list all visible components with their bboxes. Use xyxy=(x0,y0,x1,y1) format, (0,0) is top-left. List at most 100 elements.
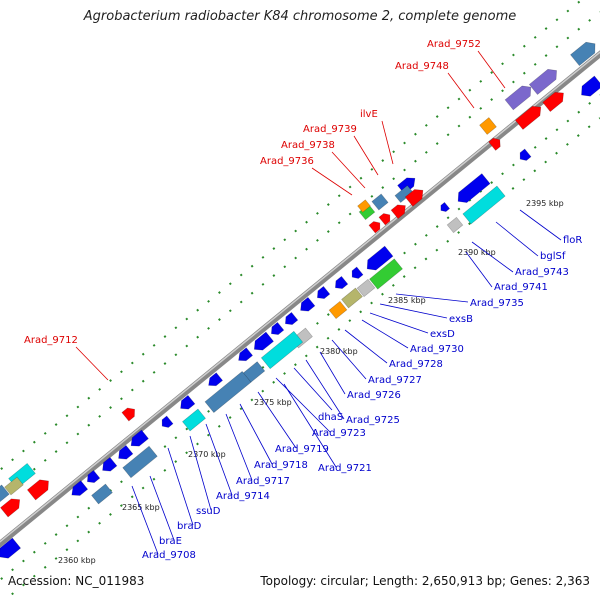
gene-feature-upper[interactable] xyxy=(514,103,544,130)
gene-feature-upper[interactable] xyxy=(121,405,138,422)
lower-gene-labels: floR bglSf Arad_9743 Arad_9741 Arad_9735… xyxy=(142,235,582,561)
gene-label-arad-9718[interactable]: Arad_9718 xyxy=(254,460,308,471)
gene-label-arad-9714[interactable]: Arad_9714 xyxy=(216,491,270,502)
gene-feature-upper[interactable] xyxy=(26,476,52,501)
gene-feature-lower[interactable] xyxy=(341,287,363,309)
gene-feature-lower[interactable] xyxy=(99,456,118,474)
gene-feature-upper[interactable] xyxy=(378,211,393,226)
gene-label-arad-9708[interactable]: Arad_9708 xyxy=(142,550,196,561)
gene-feature-lower[interactable] xyxy=(159,415,174,430)
gene-label-arad-9717[interactable]: Arad_9717 xyxy=(236,476,290,487)
gene-label-arad-9743[interactable]: Arad_9743 xyxy=(515,267,569,278)
gene-label-dhas[interactable]: dhaS xyxy=(318,412,343,423)
gene-label-ilve[interactable]: ilvE xyxy=(360,109,378,120)
gene-feature-lower[interactable] xyxy=(438,201,451,213)
leader-line xyxy=(275,377,331,433)
gene-feature-upper[interactable] xyxy=(0,484,10,504)
gene-label-arad-9725[interactable]: Arad_9725 xyxy=(346,415,400,426)
gene-label-brae[interactable]: braE xyxy=(159,536,182,547)
gene-label-bglsf[interactable]: bglSf xyxy=(540,251,566,262)
gene-feature-lower[interactable] xyxy=(454,173,491,207)
gene-label-arad-9712[interactable]: Arad_9712 xyxy=(24,335,78,346)
gene-label-arad-9741[interactable]: Arad_9741 xyxy=(494,282,548,293)
gene-feature-lower[interactable] xyxy=(356,278,376,298)
gene-feature-upper[interactable] xyxy=(570,38,600,67)
gene-feature-upper[interactable] xyxy=(357,199,371,213)
gene-feature-lower[interactable] xyxy=(68,480,89,500)
gene-feature-lower[interactable] xyxy=(369,258,403,290)
gene-label-arad-9739[interactable]: Arad_9739 xyxy=(303,124,357,135)
leader-line xyxy=(75,346,109,381)
chromosome-backbone-highlight xyxy=(0,51,600,543)
gene-label-exsd[interactable]: exsD xyxy=(430,329,455,340)
leader-line xyxy=(131,485,159,555)
leader-line xyxy=(331,339,367,380)
guide-line-outer-1 xyxy=(0,0,584,472)
leader-line xyxy=(381,120,394,165)
gene-feature-upper[interactable] xyxy=(368,219,383,234)
gene-label-arad-9730[interactable]: Arad_9730 xyxy=(410,344,464,355)
gene-label-arad-9726[interactable]: Arad_9726 xyxy=(347,390,401,401)
gene-label-arad-9735[interactable]: Arad_9735 xyxy=(470,298,524,309)
gene-feature-lower[interactable] xyxy=(204,370,252,414)
gene-label-brad[interactable]: braD xyxy=(177,521,202,532)
gene-feature-upper[interactable] xyxy=(4,476,24,496)
gene-feature-lower[interactable] xyxy=(182,408,206,432)
gene-label-arad-9748[interactable]: Arad_9748 xyxy=(395,61,449,72)
gene-feature-lower[interactable] xyxy=(577,75,600,100)
gene-label-arad-9736[interactable]: Arad_9736 xyxy=(260,156,314,167)
gene-feature-lower[interactable] xyxy=(205,372,224,390)
gene-feature-lower[interactable] xyxy=(328,300,348,320)
gene-label-arad-9728[interactable]: Arad_9728 xyxy=(389,359,443,370)
tick-label: 2360 kbp xyxy=(58,556,96,565)
gene-feature-lower[interactable] xyxy=(349,266,364,281)
leader-line xyxy=(189,435,212,511)
gene-feature-lower[interactable] xyxy=(177,394,196,412)
gene-label-arad-9723[interactable]: Arad_9723 xyxy=(312,428,366,439)
tick-labels: 2360 kbp 2365 kbp 2370 kbp 2375 kbp 2380… xyxy=(58,199,564,565)
gene-label-arad-9721[interactable]: Arad_9721 xyxy=(318,463,372,474)
gene-feature-lower[interactable] xyxy=(446,216,464,234)
gene-label-exsb[interactable]: exsB xyxy=(449,314,473,325)
accession-text: Accession: NC_011983 xyxy=(8,574,145,588)
gene-feature-upper[interactable] xyxy=(0,495,23,518)
upper-gene-labels: Arad_9752 Arad_9748 ilvE Arad_9739 Arad_… xyxy=(24,39,481,346)
gene-label-arad-9719[interactable]: Arad_9719 xyxy=(275,444,329,455)
gene-feature-lower[interactable] xyxy=(122,445,158,479)
gene-feature-lower[interactable] xyxy=(250,331,274,354)
leader-line xyxy=(379,303,448,319)
gene-feature-lower[interactable] xyxy=(84,469,101,485)
gene-feature-upper[interactable] xyxy=(528,65,560,95)
gene-feature-lower[interactable] xyxy=(128,429,149,450)
gene-feature-lower[interactable] xyxy=(91,483,113,505)
leader-line xyxy=(167,447,194,526)
leader-line xyxy=(519,209,562,241)
gene-feature-lower[interactable] xyxy=(363,245,394,274)
tick-label: 2380 kbp xyxy=(320,347,358,356)
gene-feature-lower[interactable] xyxy=(297,296,316,314)
gene-feature-upper[interactable] xyxy=(390,201,409,220)
gene-feature-lower[interactable] xyxy=(517,148,532,163)
gene-feature-lower[interactable] xyxy=(235,347,254,365)
gene-label-arad-9752[interactable]: Arad_9752 xyxy=(427,39,481,50)
gene-feature-upper[interactable] xyxy=(488,136,504,151)
gene-feature-lower[interactable] xyxy=(314,285,331,301)
gene-feature-upper[interactable] xyxy=(404,186,427,207)
gene-label-ssud[interactable]: ssuD xyxy=(196,506,221,517)
gene-feature-upper[interactable] xyxy=(479,117,497,135)
gene-feature-lower[interactable] xyxy=(0,537,22,562)
gene-feature-lower[interactable] xyxy=(115,444,134,462)
leader-line xyxy=(471,241,514,273)
gene-feature-lower[interactable] xyxy=(260,330,304,370)
gene-feature-lower[interactable] xyxy=(462,185,506,225)
gene-feature-upper[interactable] xyxy=(542,88,568,113)
gene-label-arad-9738[interactable]: Arad_9738 xyxy=(281,140,335,151)
gene-feature-lower[interactable] xyxy=(332,275,349,291)
gene-label-flor[interactable]: floR xyxy=(563,235,582,246)
gene-feature-lower[interactable] xyxy=(268,321,285,337)
gene-label-arad-9727[interactable]: Arad_9727 xyxy=(368,375,422,386)
guide-line-outer-2 xyxy=(0,11,600,499)
gene-feature-upper[interactable] xyxy=(371,193,389,211)
gene-feature-lower[interactable] xyxy=(282,311,299,327)
gene-feature-upper[interactable] xyxy=(504,82,535,111)
